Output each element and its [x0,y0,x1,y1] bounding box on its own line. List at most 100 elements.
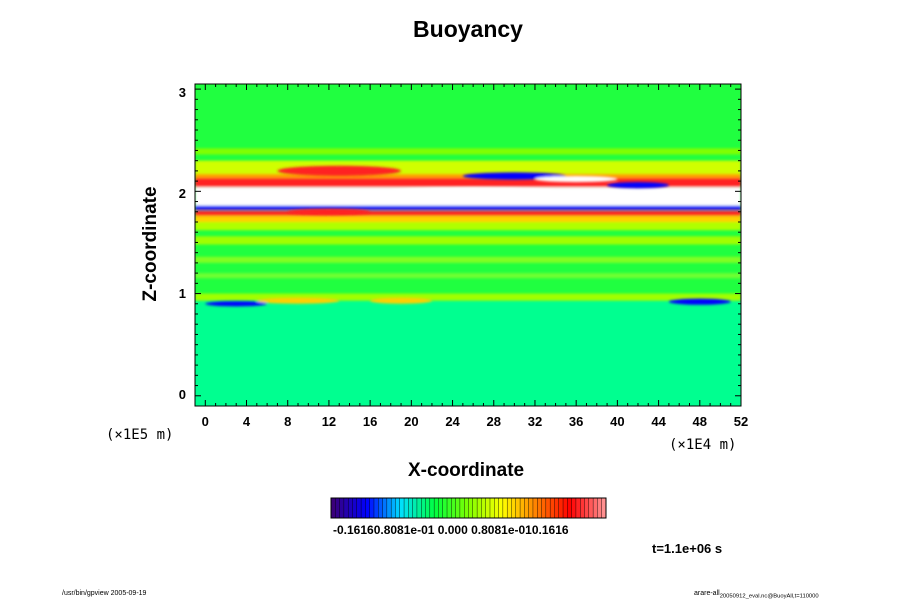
colorbar-cell [464,497,470,519]
field-blob [534,176,618,183]
colorbar-cell [597,497,603,519]
footer-command: /usr/bin/gpview 2005-09-19 [62,590,147,597]
colorbar-cell [562,497,568,519]
x-tick-label: 44 [651,414,666,429]
colorbar-cell [502,497,508,519]
colorbar-cell [481,497,487,519]
colorbar-cell [433,497,439,519]
colorbar-cell [451,497,457,519]
colorbar-cell [429,497,435,519]
colorbar-cell [416,497,422,519]
axis-ticks [194,84,742,407]
field-band [195,205,741,210]
x-tick-label: 28 [486,414,501,429]
y-tick-label: 0 [178,387,186,402]
colorbar-cell [476,497,482,519]
y-tick-label: 3 [178,85,186,100]
field-blob [668,298,731,305]
field-blob [277,165,402,176]
colorbar-cell [330,497,336,519]
x-tick-label: 16 [362,414,378,429]
time-label: t=1.1e+06 s [652,541,723,556]
colorbar-cell [347,497,353,519]
colorbar-cell [567,497,573,519]
y-tick-label: 1 [178,286,186,301]
heatmap-field [195,84,741,406]
x-tick-label: 8 [284,414,292,429]
colorbar-cell [485,497,491,519]
x-tick-label: 48 [692,414,708,429]
colorbar-cell [519,497,525,519]
colorbar-cell [528,497,534,519]
colorbar-cell [438,497,444,519]
field-band [195,293,741,301]
x-tick-label: 12 [321,414,337,429]
colorbar-cell [386,497,392,519]
field-blob [256,297,340,304]
colorbar-cell [580,497,586,519]
y-tick-label: 2 [178,186,186,201]
colorbar-cell [592,497,598,519]
colorbar-cell [588,497,594,519]
colorbar-cell [537,497,543,519]
colorbar-cell [515,497,521,519]
field-blob [607,182,669,189]
colorbar-cell [382,497,388,519]
colorbar-cell [455,497,461,519]
field-band [195,187,741,206]
colorbar-cell [472,497,478,519]
field-bands [195,148,741,301]
field-band [195,148,741,155]
colorbar-cell [365,497,371,519]
colorbar-cell [378,497,384,519]
colorbar-cell [403,497,409,519]
colorbar-cell [498,497,504,519]
colorbar-cell [339,497,345,519]
x-tick-label: 0 [201,414,209,429]
colorbar-cell [390,497,396,519]
colorbar-cell [459,497,465,519]
y-unit-label: (×1E5 m) [106,427,174,443]
field-band [195,256,741,263]
field-blob [390,187,556,195]
x-tick-label: 24 [445,414,460,429]
colorbar-frame [330,497,607,519]
field-band [195,222,741,231]
colorbar-cell [541,497,547,519]
colorbar-cell [468,497,474,519]
colorbar [330,497,607,519]
x-unit-label: (×1E4 m) [669,437,737,453]
colorbar-cell [584,497,590,519]
colorbar-cell [343,497,349,519]
colorbar-cell [360,497,366,519]
x-tick-label: 40 [610,414,625,429]
colorbar-cell [399,497,405,519]
field-band [195,215,741,222]
field-band [195,160,741,174]
x-axis-label: X-coordinate [408,460,525,481]
footer-source-main: arare-all [694,590,720,597]
colorbar-cell [442,497,448,519]
field-band [195,210,741,216]
field-blob [370,297,432,304]
y-axis-label: Z-coordinate [140,186,161,302]
x-tick-label: 32 [527,414,543,429]
colorbar-cell [489,497,495,519]
colorbar-cell [421,497,427,519]
plot-frame [194,83,742,407]
x-tick-label: 52 [733,414,749,429]
x-tick-label: 20 [404,414,419,429]
field-structures [205,165,731,307]
chart-title: Buoyancy [413,16,523,42]
x-tick-label: 36 [568,414,584,429]
footer-source-sub: 20050912_eval.nc@BuoyAll,t=110000 [719,593,819,600]
colorbar-cell [369,497,375,519]
colorbar-cell [446,497,452,519]
colorbar-cell [545,497,551,519]
colorbar-cell [373,497,379,519]
colorbar-cell [412,497,418,519]
colorbar-cell [352,497,358,519]
colorbar-cell [575,497,581,519]
